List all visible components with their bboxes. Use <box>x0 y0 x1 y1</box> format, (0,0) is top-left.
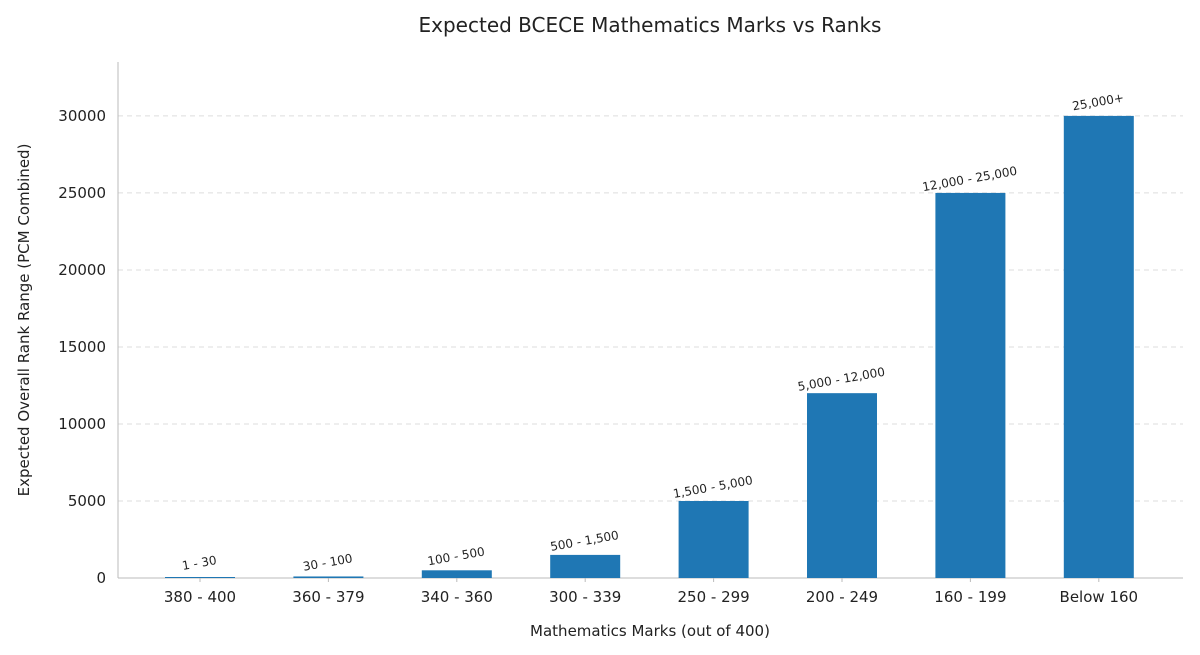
data-label: 500 - 1,500 <box>549 528 620 554</box>
x-tick-labels: 380 - 400 360 - 379 340 - 360 300 - 339 250 … <box>164 578 1138 606</box>
y-tick-label: 15000 <box>58 338 106 356</box>
x-tick-label: 380 - 400 <box>164 588 236 606</box>
bar <box>165 577 235 578</box>
bars <box>165 115 1134 579</box>
x-axis-label: Mathematics Marks (out of 400) <box>530 622 770 640</box>
y-tick-label: 25000 <box>58 184 106 202</box>
x-tick-label: 200 - 249 <box>806 588 878 606</box>
data-label: 1 - 30 <box>181 553 218 573</box>
y-tick-label: 10000 <box>58 415 106 433</box>
chart-title: Expected BCECE Mathematics Marks vs Rank… <box>419 13 882 37</box>
grid-lines <box>118 115 1183 502</box>
data-label: 1,500 - 5,000 <box>672 473 754 501</box>
data-label: 30 - 100 <box>302 551 354 573</box>
data-label: 25,000+ <box>1071 91 1125 114</box>
bar <box>421 570 492 578</box>
bar <box>678 500 749 578</box>
bar <box>807 393 877 578</box>
data-label: 100 - 500 <box>426 544 485 568</box>
y-axis-label: Expected Overall Rank Range (PCM Combine… <box>15 144 33 497</box>
x-tick-label: 340 - 360 <box>421 588 493 606</box>
y-tick-labels: 0 5000 10000 15000 20000 25000 30000 <box>58 107 106 587</box>
bar <box>550 554 621 578</box>
y-tick-label: 0 <box>96 569 106 587</box>
bar <box>935 192 1006 579</box>
data-label: 5,000 - 12,000 <box>797 365 886 394</box>
bar <box>293 576 364 578</box>
bar <box>1063 115 1134 578</box>
y-tick-label: 5000 <box>68 492 106 510</box>
x-tick-label: Below 160 <box>1060 588 1139 606</box>
x-tick-label: 250 - 299 <box>677 588 749 606</box>
y-tick-label: 30000 <box>58 107 106 125</box>
data-label: 12,000 - 25,000 <box>921 164 1018 194</box>
x-tick-label: 160 - 199 <box>934 588 1006 606</box>
x-tick-label: 300 - 339 <box>549 588 621 606</box>
y-tick-label: 20000 <box>58 261 106 279</box>
x-tick-label: 360 - 379 <box>292 588 364 606</box>
